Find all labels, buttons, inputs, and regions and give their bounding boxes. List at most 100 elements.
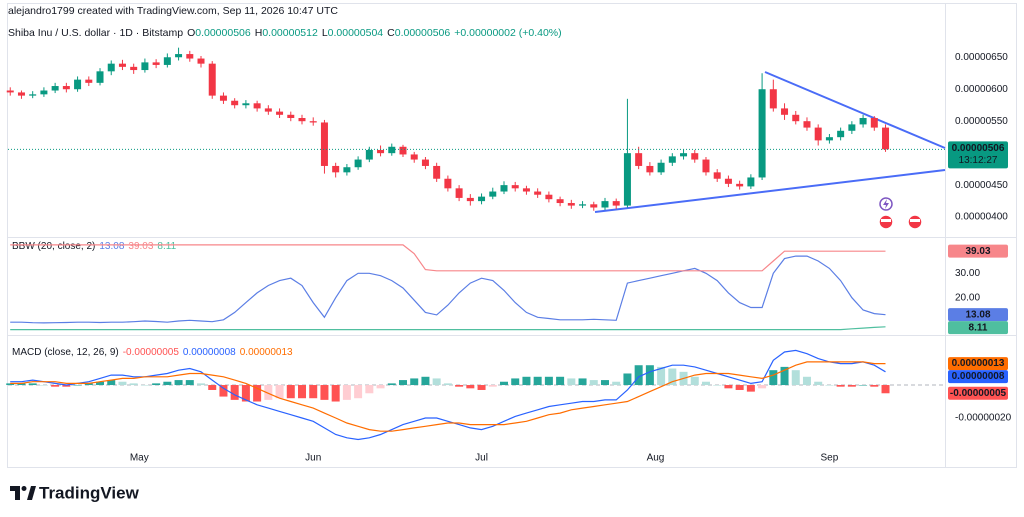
histogram-bar — [870, 385, 879, 387]
histogram-bar — [264, 385, 273, 400]
candle-body — [803, 121, 811, 128]
candle-body — [186, 54, 194, 59]
indicator-value-tag: 8.11 — [969, 322, 988, 333]
indicator-line — [10, 244, 886, 272]
histogram-bar — [387, 383, 396, 386]
histogram-bar — [623, 373, 632, 386]
candle-body — [825, 137, 833, 141]
histogram-bar — [39, 385, 48, 386]
histogram-bar — [73, 385, 82, 386]
ohlc-value: 0.00000506 — [195, 27, 251, 39]
brand-name: TradingView — [39, 483, 140, 502]
macd-line — [10, 361, 886, 432]
histogram-bar — [174, 380, 183, 386]
histogram-bar — [455, 385, 464, 387]
candle-body — [522, 188, 530, 192]
candle-body — [197, 58, 205, 64]
tradingview-logo: TradingView — [10, 483, 140, 502]
histogram-bar — [309, 385, 318, 399]
candle-body — [769, 89, 777, 109]
ohlc-key: L — [322, 27, 328, 39]
candle-body — [556, 199, 564, 204]
y-tick-label: 0.00000600 — [955, 84, 1008, 95]
histogram-bar — [185, 380, 194, 386]
histogram-bar — [556, 376, 565, 386]
histogram-bar — [376, 385, 385, 389]
indicator-value-tag: -0.00000005 — [950, 388, 1007, 399]
macd-line — [10, 349, 886, 441]
y-tick-label: 20.00 — [955, 292, 980, 303]
ohlc-key: O — [187, 27, 195, 39]
histogram-bar — [421, 376, 430, 386]
indicator-value-tag: 13.08 — [965, 309, 990, 320]
candle-body — [814, 127, 822, 141]
histogram-bar — [746, 385, 755, 392]
candle-body — [399, 146, 407, 155]
histogram-bar — [814, 381, 823, 386]
candle-body — [17, 92, 25, 96]
candle-body — [657, 162, 665, 173]
candle-body — [388, 146, 396, 154]
candle-body — [163, 57, 171, 65]
histogram-bar — [443, 383, 452, 386]
histogram-bar — [847, 385, 856, 387]
histogram-bar — [107, 380, 116, 386]
legend-title: MACD (close, 12, 26, 9) — [12, 347, 119, 358]
histogram-bar — [286, 385, 295, 399]
indicator-value-tag-bg — [948, 244, 1008, 258]
histogram-bar — [140, 385, 149, 386]
indicator-value-tag-bg — [948, 357, 1008, 371]
symbol-title: Shiba Inu / U.S. dollar · 1D · Bitstamp — [8, 27, 183, 39]
histogram-bar — [758, 385, 767, 389]
candle-body — [478, 196, 486, 202]
candle-body — [276, 111, 284, 115]
candle-body — [511, 185, 519, 189]
histogram-bar — [791, 370, 800, 386]
histogram-bar — [780, 366, 789, 386]
y-tick-label: 30.00 — [955, 268, 980, 279]
candle-body — [601, 201, 609, 208]
candle-body — [668, 156, 676, 163]
chart-frame — [7, 3, 1017, 468]
histogram-bar — [499, 381, 508, 386]
author-line: alejandro1799 created with TradingView.c… — [8, 5, 338, 17]
last-price-tag-bg — [948, 141, 1008, 169]
candle-body — [141, 62, 149, 71]
y-tick-label: -0.00000020 — [955, 413, 1012, 424]
legend-value: -0.00000005 — [123, 347, 180, 358]
histogram-bar — [701, 381, 710, 386]
candle-body — [702, 159, 710, 173]
histogram-bar — [342, 385, 351, 400]
logo-mark — [27, 486, 36, 500]
histogram-bar — [298, 385, 307, 399]
candle-body — [646, 165, 654, 173]
histogram-bar — [152, 383, 161, 386]
flag-stripe — [910, 219, 920, 222]
histogram-bar — [522, 376, 531, 386]
histogram-bar — [219, 385, 228, 397]
histogram-bar — [410, 378, 419, 386]
histogram-bar — [96, 381, 105, 386]
legend-value: 0.00000013 — [240, 347, 293, 358]
histogram-bar — [6, 383, 15, 386]
candle-body — [466, 197, 474, 202]
candle-body — [118, 63, 126, 67]
histogram-bar — [331, 385, 340, 402]
indicator-value-tag-bg — [948, 370, 1008, 384]
histogram-bar — [253, 385, 262, 402]
legend-value: 13.08 — [99, 241, 124, 252]
histogram-bar — [62, 385, 71, 387]
x-tick-label: Jul — [475, 453, 488, 464]
candle-body — [882, 127, 890, 150]
candle-body — [365, 149, 373, 160]
ohlc-key: H — [255, 27, 263, 39]
histogram-bar — [511, 378, 520, 386]
y-tick-label: 0.00000450 — [955, 180, 1008, 191]
x-tick-label: May — [130, 453, 149, 464]
histogram-bar — [735, 385, 744, 390]
candle-body — [320, 122, 328, 166]
legend-value: 0.00000008 — [183, 347, 236, 358]
histogram-bar — [208, 385, 217, 390]
x-tick-label: Jun — [305, 453, 321, 464]
